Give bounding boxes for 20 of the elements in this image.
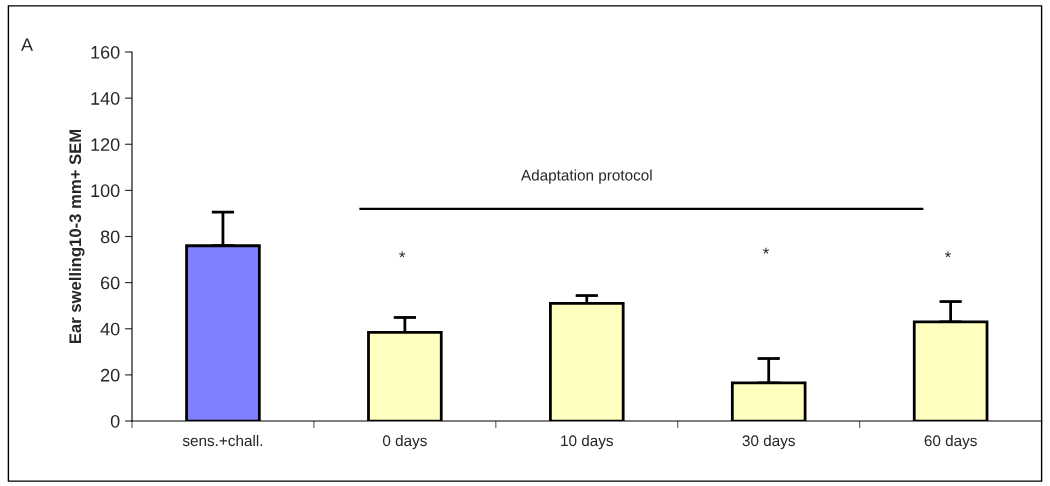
y-axis-title: Ear swelling10-3 mm+ SEM <box>68 129 85 344</box>
x-tick-label: 0 days <box>382 434 427 450</box>
annotation: * <box>944 251 951 258</box>
y-tick-label: 80 <box>100 230 120 244</box>
y-tick-label: 60 <box>101 276 120 290</box>
x-tick-label: 10 days <box>561 434 613 450</box>
x-tick-label: 60 days <box>924 434 977 450</box>
annotation: * <box>399 251 406 258</box>
x-tick-label: sens.+chall. <box>182 434 263 447</box>
annotation: * <box>763 247 769 254</box>
y-tick-label: 0 <box>110 414 120 428</box>
y-tick-label: 160 <box>91 45 120 59</box>
y-tick-label: 100 <box>91 184 120 198</box>
y-tick-label: 140 <box>91 92 120 105</box>
y-tick-label: 20 <box>101 368 120 382</box>
y-tick-label: 40 <box>100 322 120 336</box>
text: A <box>21 38 34 51</box>
x-tick-label: 30 days <box>742 434 795 450</box>
y-tick-label: 120 <box>91 138 120 151</box>
ref-line-label: Adaptation protocol <box>521 169 652 184</box>
